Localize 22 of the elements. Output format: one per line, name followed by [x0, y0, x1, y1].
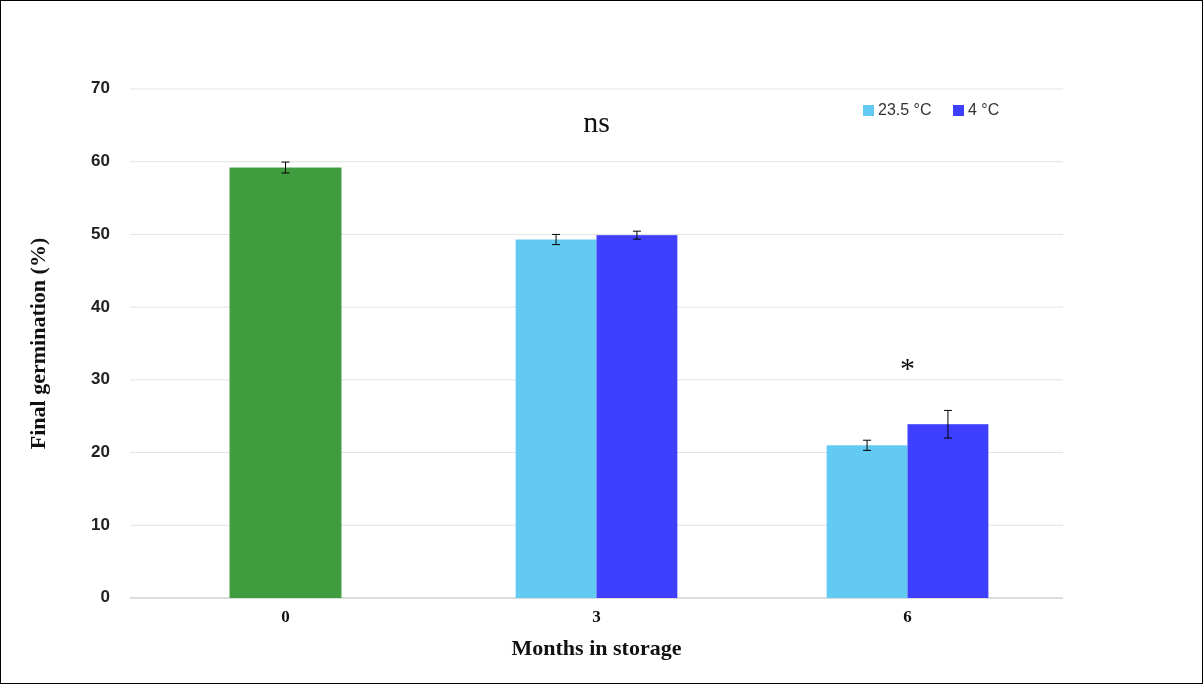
x-tick-label: 6: [903, 607, 912, 626]
x-axis-title: Months in storage: [511, 635, 682, 660]
y-tick-label: 10: [91, 514, 110, 534]
annotation: ns: [583, 104, 610, 138]
x-tick-label: 3: [592, 607, 601, 626]
x-tick-label: 0: [281, 607, 290, 626]
y-tick-label: 30: [91, 369, 110, 389]
annotation: *: [900, 351, 915, 385]
y-tick-label: 40: [91, 296, 110, 316]
bar: [826, 445, 908, 598]
legend-label: 4 °C: [968, 101, 1000, 119]
y-tick-label: 0: [100, 587, 110, 607]
y-tick-label: 20: [91, 442, 110, 462]
bar: [596, 235, 678, 598]
y-tick-label: 60: [91, 151, 110, 171]
bar: [229, 167, 342, 598]
y-axis-title: Final germination (%): [25, 237, 51, 450]
bar: [515, 239, 597, 598]
y-tick-label: 50: [91, 223, 110, 243]
legend-label: 23.5 °C: [878, 101, 932, 119]
y-tick-label: 70: [91, 78, 110, 98]
bar: [907, 424, 989, 598]
